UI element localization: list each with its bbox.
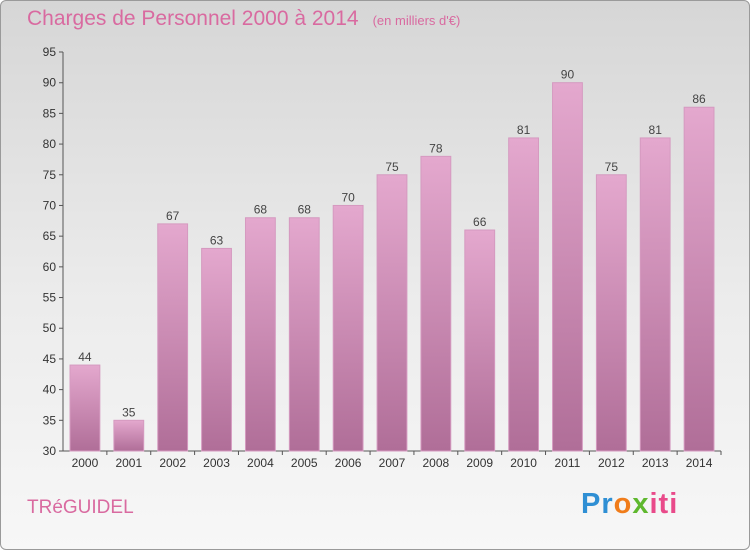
x-tick-label: 2013 <box>642 456 669 470</box>
x-tick-label: 2012 <box>598 456 625 470</box>
y-tick-label: 60 <box>43 260 57 274</box>
data-label-2002: 67 <box>166 209 180 223</box>
x-tick-label: 2003 <box>203 456 230 470</box>
y-tick-label: 80 <box>43 137 57 151</box>
data-label-2009: 66 <box>473 215 487 229</box>
y-tick-label: 55 <box>43 291 57 305</box>
y-tick-label: 95 <box>43 45 57 59</box>
bar-2013 <box>639 137 671 452</box>
data-label-2001: 35 <box>122 405 136 419</box>
bar-2000 <box>69 364 101 452</box>
data-label-2007: 75 <box>385 160 399 174</box>
data-label-2013: 81 <box>649 123 663 137</box>
y-tick-label: 85 <box>43 106 57 120</box>
x-tick-label: 2000 <box>72 456 99 470</box>
y-tick-label: 75 <box>43 168 57 182</box>
x-tick-label: 2005 <box>291 456 318 470</box>
bar-2006 <box>332 204 364 452</box>
town-name: TRéGUIDEL <box>27 497 134 518</box>
data-label-2010: 81 <box>517 123 531 137</box>
data-label-2014: 86 <box>692 92 706 106</box>
x-tick-label: 2007 <box>379 456 406 470</box>
y-tick-label: 40 <box>43 383 57 397</box>
y-tick-label: 45 <box>43 352 57 366</box>
y-tick-label: 50 <box>43 321 57 335</box>
bar-2011 <box>552 82 583 452</box>
bar-2005 <box>288 217 320 452</box>
data-labels: 44 35 67 63 68 68 70 75 78 66 81 90 75 81 86 <box>78 68 706 420</box>
bar-2004 <box>244 217 276 452</box>
chart-title: Charges de Personnel 2000 à 2014 (en mill… <box>27 7 460 31</box>
x-tick-label: 2011 <box>555 456 581 470</box>
data-label-2003: 63 <box>210 233 224 247</box>
y-tick-label: 35 <box>43 413 57 427</box>
data-label-2004: 68 <box>254 203 268 217</box>
y-ticks: 30 35 40 45 50 55 60 65 70 75 80 85 90 95 <box>43 45 63 458</box>
x-tick-label: 2004 <box>247 456 274 470</box>
y-tick-label: 65 <box>43 229 57 243</box>
bar-2002 <box>157 223 189 452</box>
chart-subtitle: (en milliers d'€) <box>372 13 461 28</box>
x-ticks: 2000 2001 2002 2003 2004 2005 2006 2007 2008 2009… <box>72 451 722 470</box>
x-tick-label: 2001 <box>115 456 142 470</box>
x-tick-label: 2014 <box>686 456 713 470</box>
x-tick-label: 2008 <box>423 456 450 470</box>
bar-2007 <box>376 174 408 452</box>
bar-2010 <box>508 137 540 452</box>
bar-2003 <box>201 247 232 452</box>
y-tick-label: 90 <box>43 76 57 90</box>
data-label-2008: 78 <box>429 141 443 155</box>
bar-2001 <box>113 419 145 452</box>
bar-2009 <box>464 229 496 452</box>
data-label-2000: 44 <box>78 350 92 364</box>
data-label-2011: 90 <box>561 68 575 82</box>
x-tick-label: 2006 <box>335 456 362 470</box>
bar-2014 <box>683 106 715 452</box>
data-label-2006: 70 <box>341 190 355 204</box>
y-tick-label: 70 <box>43 198 57 212</box>
data-label-2012: 75 <box>605 160 619 174</box>
bars <box>69 82 715 452</box>
x-tick-label: 2002 <box>159 456 186 470</box>
bar-2012 <box>595 174 627 452</box>
bar-2008 <box>420 155 452 452</box>
data-label-2005: 68 <box>298 203 312 217</box>
proxiti-logo: Proxiti <box>581 488 679 520</box>
x-tick-label: 2009 <box>466 456 493 470</box>
x-tick-label: 2010 <box>510 456 537 470</box>
y-tick-label: 30 <box>43 444 57 458</box>
chart-title-text: Charges de Personnel 2000 à 2014 <box>27 7 359 30</box>
